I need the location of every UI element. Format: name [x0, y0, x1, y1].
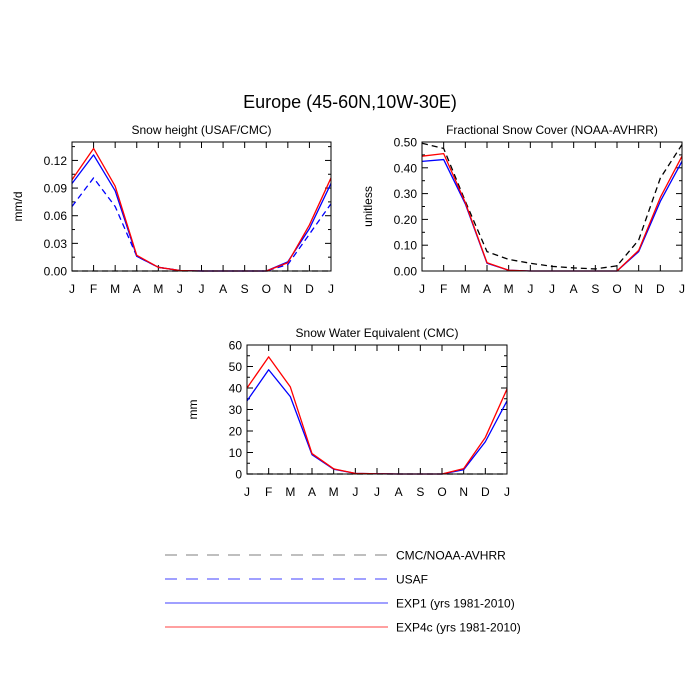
x-tick-label: S	[241, 282, 249, 296]
y-axis-label: mm/d	[11, 192, 25, 222]
series-line	[71, 154, 332, 272]
y-tick-label: 0.50	[394, 136, 418, 150]
y-tick-label: 0	[235, 468, 242, 482]
series-line	[246, 356, 508, 475]
x-tick-label: A	[483, 282, 491, 296]
x-tick-label: M	[153, 282, 163, 296]
x-tick-label: F	[265, 485, 272, 499]
y-tick-label: 0.00	[44, 265, 68, 279]
x-tick-label: A	[219, 282, 227, 296]
y-tick-label: 10	[229, 446, 243, 460]
y-tick-label: 0.06	[44, 209, 68, 223]
legend: CMC/NOAA-AVHRR USAF EXP1 (yrs 1981-2010) EX…	[165, 549, 521, 635]
x-tick-label: J	[244, 485, 250, 499]
y-axis-label: mm	[186, 400, 200, 420]
y-tick-label: 0.03	[44, 237, 68, 251]
panel-snow-water-equivalent: Snow Water Equivalent (CMC) mm 0 10 20 30 40 50…	[186, 326, 510, 499]
legend-label: USAF	[396, 573, 428, 587]
plot-frame	[71, 141, 332, 272]
panel-title: Fractional Snow Cover (NOAA-AVHRR)	[446, 123, 658, 137]
x-tick-label: D	[481, 485, 490, 499]
panel-snow-height: Snow height (USAF/CMC) mm/d 0.00 0.03 0.06 0.…	[11, 123, 334, 296]
x-tick-label: O	[262, 282, 271, 296]
plot-frame	[246, 344, 508, 475]
x-tick-label: J	[177, 282, 183, 296]
x-tick-label: F	[90, 282, 97, 296]
x-tick-label: J	[352, 485, 358, 499]
x-tick-label: J	[527, 282, 533, 296]
x-tick-label: D	[305, 282, 314, 296]
x-tick-label: M	[504, 282, 514, 296]
x-tick-label: J	[504, 485, 510, 499]
series-line	[71, 147, 332, 272]
y-tick-label: 40	[229, 382, 243, 396]
legend-label: EXP4c (yrs 1981-2010)	[396, 621, 521, 635]
x-tick-label: M	[329, 485, 339, 499]
x-tick-label: J	[549, 282, 555, 296]
legend-label: EXP1 (yrs 1981-2010)	[396, 597, 515, 611]
y-tick-label: 0.30	[394, 187, 418, 201]
panel-fractional-snow-cover: Fractional Snow Cover (NOAA-AVHRR) unitle…	[361, 123, 685, 296]
x-tick-label: A	[133, 282, 141, 296]
x-tick-label: N	[283, 282, 292, 296]
x-tick-label: A	[395, 485, 403, 499]
x-tick-label: A	[308, 485, 316, 499]
y-tick-label: 0.40	[394, 161, 418, 175]
x-tick-label: N	[634, 282, 643, 296]
x-tick-label: S	[591, 282, 599, 296]
x-tick-label: J	[328, 282, 334, 296]
y-tick-label: 0.10	[394, 239, 418, 253]
series-line	[421, 158, 683, 272]
x-tick-label: A	[570, 282, 578, 296]
series-line	[421, 142, 683, 270]
x-tick-label: J	[374, 485, 380, 499]
panel-title: Snow height (USAF/CMC)	[131, 123, 271, 137]
x-tick-label: J	[679, 282, 685, 296]
x-tick-label: F	[440, 282, 447, 296]
legend-label: CMC/NOAA-AVHRR	[396, 549, 506, 563]
panel-title: Snow Water Equivalent (CMC)	[296, 326, 459, 340]
x-tick-label: D	[656, 282, 665, 296]
x-tick-label: O	[437, 485, 446, 499]
y-tick-label: 30	[229, 403, 243, 417]
series-line	[246, 369, 508, 475]
x-tick-label: J	[69, 282, 75, 296]
x-tick-label: M	[460, 282, 470, 296]
x-tick-label: S	[416, 485, 424, 499]
series-line	[71, 177, 332, 272]
y-axis-label: unitless	[361, 186, 375, 227]
x-tick-label: J	[419, 282, 425, 296]
x-tick-label: J	[199, 282, 205, 296]
y-tick-label: 20	[229, 425, 243, 439]
plot-frame	[421, 141, 683, 272]
figure-title: Europe (45-60N,10W-30E)	[243, 92, 457, 112]
x-tick-label: O	[612, 282, 621, 296]
y-tick-label: 0.20	[394, 213, 418, 227]
y-tick-label: 0.09	[44, 182, 68, 196]
series-line	[421, 152, 683, 272]
y-tick-label: 0.00	[394, 265, 418, 279]
y-tick-label: 60	[229, 339, 243, 353]
y-tick-label: 0.12	[44, 154, 68, 168]
y-tick-label: 50	[229, 360, 243, 374]
x-tick-label: N	[459, 485, 468, 499]
x-tick-label: M	[285, 485, 295, 499]
x-tick-label: M	[110, 282, 120, 296]
